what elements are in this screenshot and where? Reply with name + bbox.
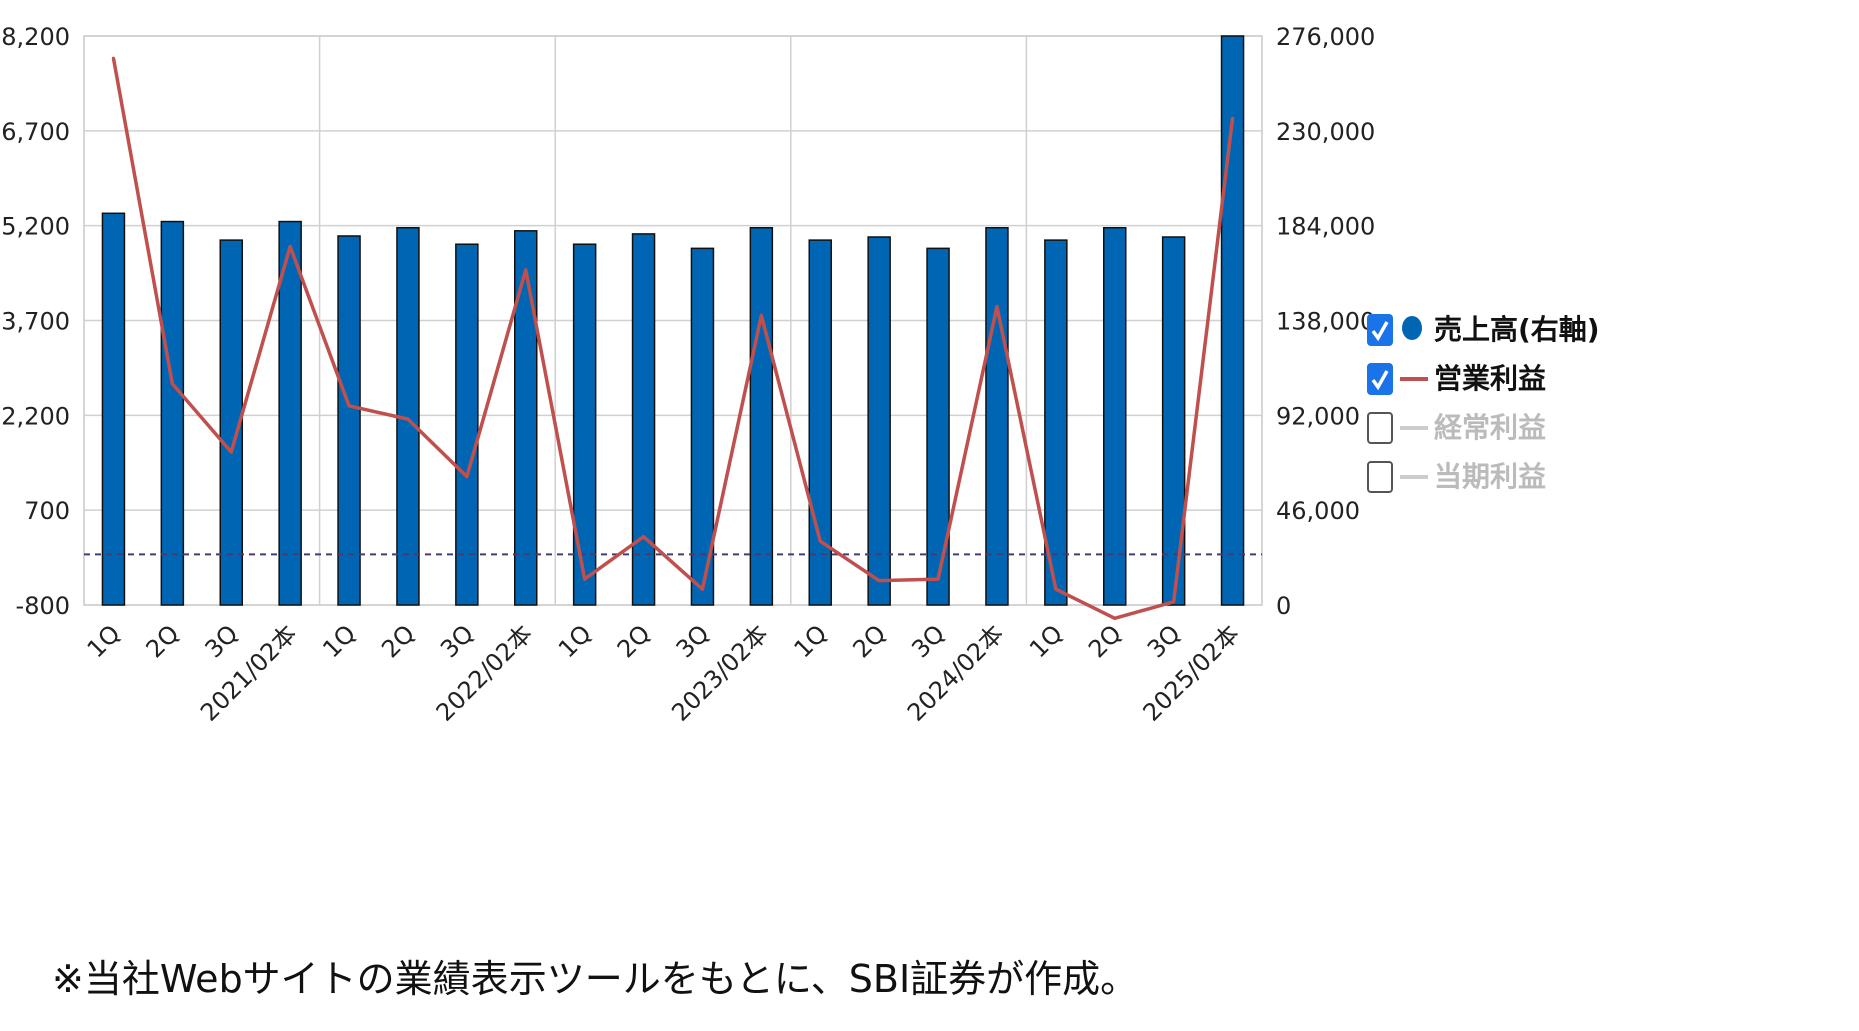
line-point: [642, 535, 646, 539]
line-point: [524, 268, 528, 272]
legend-checkbox[interactable]: [1367, 314, 1393, 346]
bar: [337, 235, 361, 606]
line-point: [877, 579, 881, 583]
legend-checkbox[interactable]: [1367, 412, 1393, 444]
line-point: [229, 450, 233, 454]
line-point: [111, 56, 115, 60]
bar-series: [101, 35, 1245, 606]
grid: [83, 35, 1263, 606]
bar: [1044, 239, 1068, 606]
legend-item[interactable]: 売上高(右軸): [1367, 313, 1600, 346]
bar: [808, 239, 832, 606]
bar: [690, 247, 715, 606]
line-point: [995, 305, 999, 309]
footnote: ※当社Webサイトの業績表示ツールをもとに、SBI証券が作成。: [52, 957, 1139, 1001]
check-icon: [1371, 370, 1389, 391]
y-right-tick-label: 184,000: [1276, 213, 1375, 241]
x-tick-label: 2Q: [847, 619, 891, 663]
y-right-tick-label: 92,000: [1276, 402, 1360, 430]
legend-item[interactable]: 経常利益: [1367, 411, 1546, 444]
check-icon: [1371, 321, 1389, 342]
line-point: [170, 382, 174, 386]
line-point: [406, 417, 410, 421]
x-tick-label: 3Q: [1142, 619, 1186, 663]
x-tick-label: 1Q: [82, 619, 126, 663]
bar: [101, 212, 126, 606]
y-right-tick-label: 138,000: [1276, 308, 1375, 336]
x-tick-label: 1Q: [789, 619, 833, 663]
bar: [749, 226, 774, 606]
y-right-tick-label: 230,000: [1276, 118, 1375, 146]
x-tick-label: 3Q: [200, 619, 244, 663]
bar: [631, 233, 656, 606]
x-tick-label: 2Q: [376, 619, 420, 663]
x-tick-label: 3Q: [671, 619, 715, 663]
bar: [278, 220, 302, 606]
y-left-tick-label: 8,200: [1, 23, 70, 51]
legend-label: 当期利益: [1434, 460, 1546, 493]
line-point: [936, 577, 940, 581]
bar: [514, 230, 538, 606]
legend-checkbox[interactable]: [1367, 363, 1393, 395]
bar: [455, 243, 479, 606]
line-point: [1054, 587, 1058, 591]
line-point: [759, 313, 763, 317]
bar: [867, 236, 891, 606]
line-point: [583, 577, 587, 581]
line-point: [700, 587, 704, 591]
bar: [926, 247, 950, 606]
legend-marker-circle: [1402, 316, 1422, 340]
x-tick-label: 3Q: [435, 619, 479, 663]
y-left-tick-label: -800: [16, 592, 70, 620]
x-tick-label: 2Q: [1083, 619, 1127, 663]
legend-checkbox[interactable]: [1367, 461, 1393, 493]
legend-item[interactable]: 営業利益: [1367, 362, 1546, 395]
x-tick-label: 1Q: [317, 619, 361, 663]
x-tick-label: 1Q: [1024, 619, 1068, 663]
bar: [1220, 35, 1245, 606]
y-left-tick-label: 3,700: [1, 308, 70, 336]
legend-label: 営業利益: [1434, 362, 1546, 395]
line-operating-profit: [111, 57, 1235, 621]
bar: [572, 243, 597, 606]
bar: [1103, 226, 1127, 606]
legend-item[interactable]: 当期利益: [1367, 460, 1546, 493]
y-right-tick-label: 46,000: [1276, 497, 1360, 525]
y-left-tick-label: 6,700: [1, 118, 70, 146]
legend-label: 経常利益: [1434, 411, 1546, 444]
line-point: [1231, 116, 1235, 120]
y-right-tick-label: 0: [1276, 592, 1291, 620]
line-point: [465, 475, 469, 479]
y-left-tick-label: 2,200: [1, 402, 70, 430]
bar: [160, 220, 185, 606]
line-point: [288, 245, 292, 249]
bar: [985, 226, 1009, 606]
bar: [219, 239, 243, 606]
legend-label: 売上高(右軸): [1434, 313, 1600, 346]
line-point: [347, 404, 351, 408]
x-tick-label: 3Q: [906, 619, 950, 663]
x-tick-label: 1Q: [553, 619, 597, 663]
x-tick-label: 2Q: [612, 619, 656, 663]
line-point: [818, 539, 822, 543]
bar: [1161, 236, 1186, 606]
line-point: [1113, 616, 1117, 620]
x-tick-label: 2Q: [141, 619, 185, 663]
y-left-tick-label: 5,200: [1, 213, 70, 241]
line-series: [84, 56, 1262, 621]
y-left-tick-label: 700: [24, 497, 70, 525]
line-point: [1172, 600, 1176, 604]
y-right-tick-label: 276,000: [1276, 23, 1375, 51]
